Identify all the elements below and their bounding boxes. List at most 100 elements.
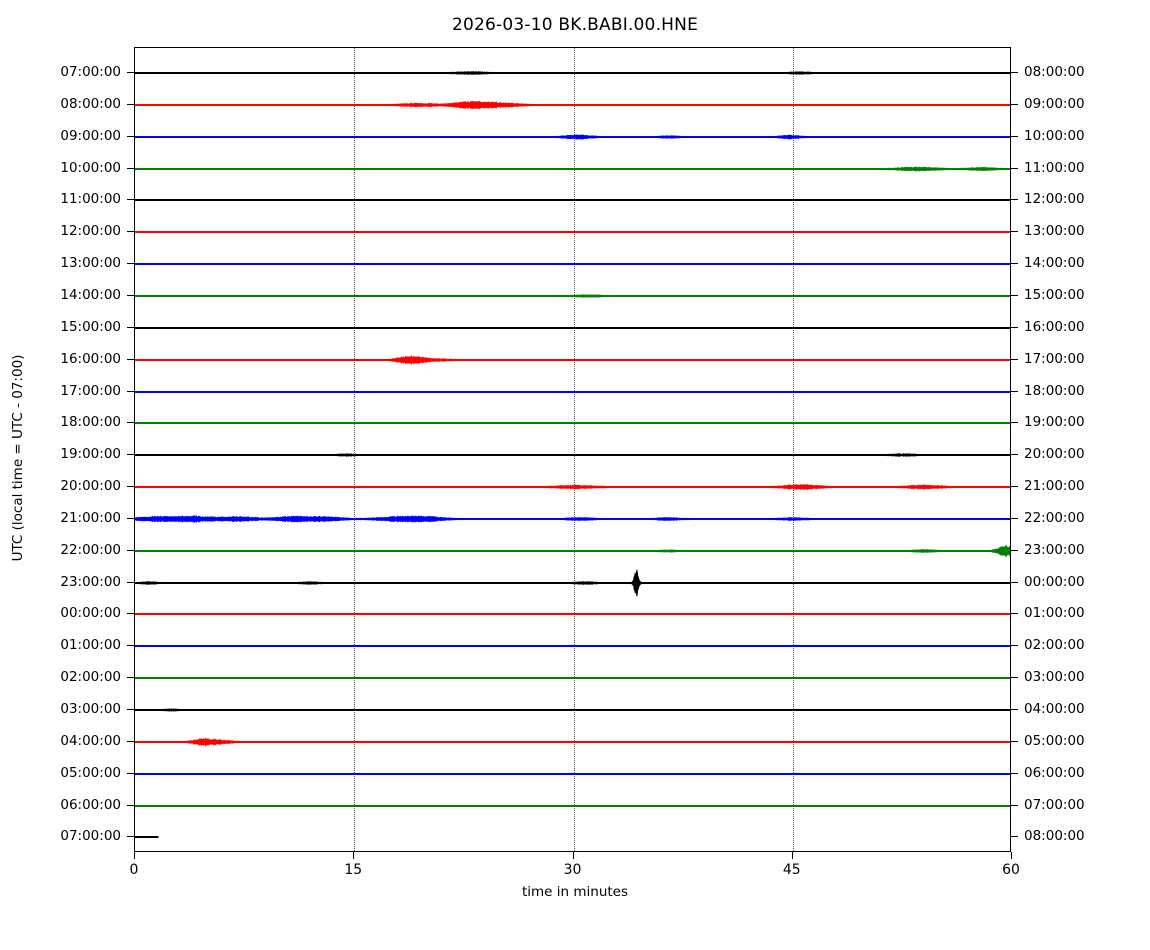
y-axis-title: UTC (local time = UTC - 07:00) (10, 354, 26, 562)
trace-row (135, 408, 1010, 438)
y-axis-label-right: 13:00:00 (1024, 223, 1085, 240)
y-axis-label-left: 20:00:00 (60, 478, 121, 495)
trace-row (135, 536, 1010, 566)
y-tick-right (1011, 613, 1018, 615)
x-tick (791, 852, 793, 859)
trace-row (135, 472, 1010, 502)
y-axis-label-right: 12:00:00 (1024, 191, 1085, 208)
y-tick-right (1011, 549, 1018, 551)
y-tick-right (1011, 804, 1018, 806)
y-tick-right (1011, 709, 1018, 710)
y-tick-right (1011, 645, 1018, 647)
y-axis-label-right: 19:00:00 (1024, 414, 1085, 431)
y-axis-label-right: 10:00:00 (1024, 127, 1085, 144)
y-tick-right (1011, 581, 1018, 583)
y-tick-left (127, 804, 134, 806)
x-tick (572, 852, 574, 859)
trace-row (135, 568, 1010, 598)
y-tick-right (1011, 135, 1018, 137)
y-axis-label-right: 08:00:00 (1024, 828, 1085, 845)
y-tick-left (127, 836, 134, 838)
trace-row (135, 249, 1010, 279)
trace-row (135, 727, 1010, 757)
y-axis-label-right: 16:00:00 (1024, 318, 1085, 335)
y-axis-label-left: 01:00:00 (60, 637, 121, 654)
trace-row (135, 345, 1010, 375)
y-tick-left (127, 358, 134, 360)
gridline-45 (792, 48, 794, 851)
y-tick-left (127, 167, 134, 169)
y-tick-right (1011, 294, 1018, 296)
y-tick-right (1011, 772, 1018, 774)
y-axis-label-right: 07:00:00 (1024, 796, 1085, 813)
y-axis-label-left: 05:00:00 (60, 764, 121, 781)
y-tick-right (1011, 358, 1018, 360)
trace-row (135, 185, 1010, 215)
trace-row (135, 631, 1010, 661)
y-axis-label-left: 17:00:00 (60, 382, 121, 399)
y-tick-right (1011, 390, 1018, 392)
y-tick-right (1011, 677, 1018, 679)
y-tick-right (1011, 422, 1018, 424)
trace-row (135, 599, 1010, 629)
x-axis-title: time in minutes (521, 884, 629, 900)
y-tick-left (127, 677, 134, 679)
y-axis-label-right: 23:00:00 (1024, 541, 1085, 558)
y-axis-label-left: 09:00:00 (60, 127, 121, 144)
y-axis-label-left: 23:00:00 (60, 573, 121, 590)
y-axis-label-right: 02:00:00 (1024, 637, 1085, 654)
y-axis-label-right: 05:00:00 (1024, 732, 1085, 749)
x-tick (134, 852, 135, 859)
y-tick-right (1011, 263, 1018, 265)
x-tick (1011, 852, 1012, 859)
y-axis-label-right: 08:00:00 (1024, 64, 1085, 80)
gridline-15 (354, 48, 356, 851)
y-axis-label-right: 17:00:00 (1024, 350, 1085, 367)
y-axis-label-left: 21:00:00 (60, 509, 121, 526)
y-tick-right (1011, 199, 1018, 201)
y-tick-left (127, 581, 134, 583)
y-tick-right (1011, 167, 1018, 169)
y-tick-right (1011, 326, 1018, 328)
y-tick-right (1011, 454, 1018, 456)
y-axis-label-left: 10:00:00 (60, 159, 121, 176)
y-axis-label-left: 22:00:00 (60, 541, 121, 558)
y-tick-left (127, 454, 134, 456)
y-axis-label-left: 03:00:00 (60, 701, 121, 717)
trace-row (135, 759, 1010, 789)
y-tick-left (127, 740, 134, 742)
y-axis-label-left: 08:00:00 (60, 95, 121, 112)
y-axis-label-left: 12:00:00 (60, 223, 121, 240)
trace-row (135, 154, 1010, 184)
gridline-30 (573, 48, 575, 851)
trace-row (135, 822, 1010, 851)
y-axis-label-left: 07:00:00 (60, 828, 121, 845)
y-tick-left (127, 199, 134, 201)
page-title: 2026-03-10 BK.BABI.00.HNE (451, 15, 699, 35)
y-tick-left (127, 772, 134, 774)
y-axis-label-right: 18:00:00 (1024, 382, 1085, 399)
y-axis-label-left: 11:00:00 (60, 191, 121, 208)
y-axis-label-right: 03:00:00 (1024, 669, 1085, 686)
y-tick-left (127, 549, 134, 551)
y-tick-left (127, 390, 134, 392)
y-tick-right (1011, 517, 1018, 519)
trace-row (135, 504, 1010, 534)
y-axis-label-right: 06:00:00 (1024, 764, 1085, 781)
trace-row (135, 217, 1010, 247)
y-axis-label-left: 16:00:00 (60, 350, 121, 367)
trace-row (135, 90, 1010, 120)
y-axis-label-left: 15:00:00 (60, 318, 121, 335)
trace-row (135, 58, 1010, 88)
y-tick-right (1011, 72, 1018, 73)
y-tick-left (127, 613, 134, 615)
trace-row (135, 377, 1010, 407)
y-axis-label-right: 20:00:00 (1024, 446, 1085, 463)
y-tick-right (1011, 486, 1018, 488)
trace-row (135, 663, 1010, 693)
y-tick-right (1011, 231, 1018, 233)
y-axis-label-left: 19:00:00 (60, 446, 121, 463)
y-axis-label-left: 06:00:00 (60, 796, 121, 813)
y-axis-label-left: 00:00:00 (60, 605, 121, 622)
x-axis-tick-label: 30 (563, 862, 582, 878)
